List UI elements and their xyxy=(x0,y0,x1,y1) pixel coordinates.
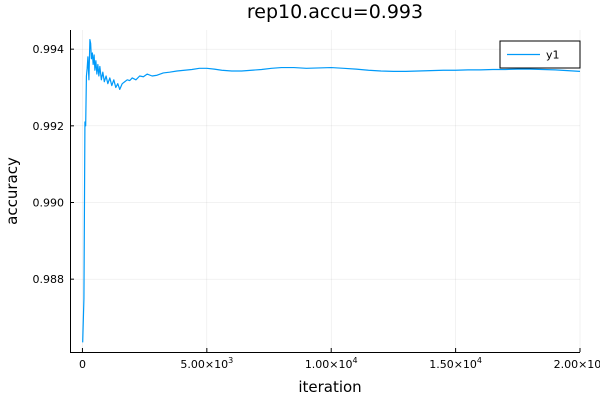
x-tick-exponent: 4 xyxy=(353,356,358,365)
y-tick-label: 0.992 xyxy=(33,120,65,133)
y-tick-label: 0.994 xyxy=(33,43,65,56)
y-tick-label: 0.990 xyxy=(33,197,65,210)
y-tick-label: 0.988 xyxy=(33,273,65,286)
x-tick-label: 2.00×104 xyxy=(554,356,600,371)
x-tick-label: 0 xyxy=(79,358,86,371)
y-axis-label: accuracy xyxy=(3,157,21,225)
y-ticks: 0.988 0.990 0.992 0.994 xyxy=(33,43,75,286)
x-tick-exponent: 3 xyxy=(228,356,233,365)
x-tick-exponent: 4 xyxy=(477,356,482,365)
grid xyxy=(70,30,580,352)
x-axis-label: iteration xyxy=(298,378,361,396)
x-tick-label: 1.00×104 xyxy=(305,356,358,371)
x-tick-label: 5.00×103 xyxy=(180,356,233,371)
legend-label-y1: y1 xyxy=(546,49,560,62)
x-tick-label: 1.50×104 xyxy=(429,356,482,371)
x-ticks: 0 5.00×103 1.00×104 1.50×104 2.00×104 xyxy=(79,348,600,371)
axes xyxy=(70,30,580,353)
legend: y1 xyxy=(500,41,580,68)
chart-title: rep10.accu=0.993 xyxy=(247,1,423,23)
